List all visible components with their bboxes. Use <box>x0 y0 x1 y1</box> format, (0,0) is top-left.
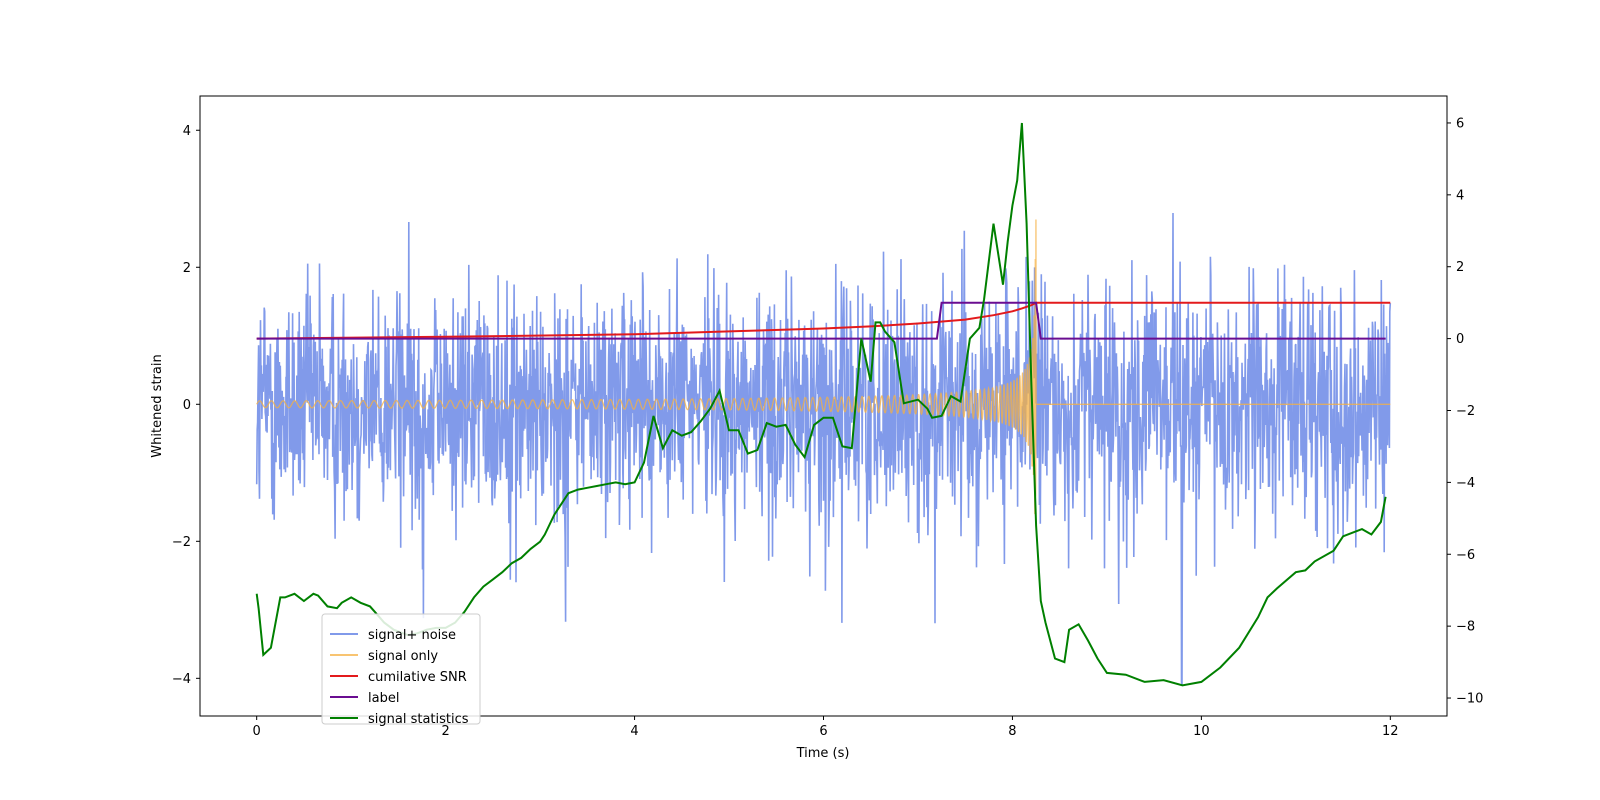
y2-tick-label: 4 <box>1456 188 1464 203</box>
y2-tick-label: 0 <box>1456 332 1464 347</box>
plot-area <box>255 122 1392 687</box>
x-axis-title: Time (s) <box>796 746 850 761</box>
y-tick-label: 0 <box>183 398 191 413</box>
x-tick-label: 0 <box>253 724 261 739</box>
signal-only-line <box>256 219 1391 515</box>
y2-tick-label: −2 <box>1456 404 1475 419</box>
series-signal-only <box>256 219 1391 515</box>
legend-label: cumilative SNR <box>368 670 467 685</box>
y2-tick-label: 6 <box>1456 116 1464 131</box>
legend: signal+ noise signal only cumilative SNR la… <box>321 613 481 727</box>
y-tick-label: 2 <box>183 261 191 276</box>
y2-tick-label: 2 <box>1456 260 1464 275</box>
legend-box <box>321 613 481 725</box>
legend-label: label <box>368 691 399 706</box>
y-axis-title: Whitened strain <box>150 354 165 457</box>
series-signal-noise <box>255 212 1392 686</box>
y-tick-label: 4 <box>183 124 191 139</box>
x-tick-label: 4 <box>630 724 638 739</box>
x-tick-label: 8 <box>1008 724 1016 739</box>
x-tick-label: 6 <box>819 724 827 739</box>
signal-noise-line <box>255 212 1392 686</box>
legend-label: signal only <box>368 649 438 664</box>
x-tick-label: 10 <box>1193 724 1210 739</box>
x-tick-label: 2 <box>441 724 449 739</box>
y-axis-left: −4 −2 0 2 4 <box>172 124 200 687</box>
y2-tick-label: −4 <box>1456 476 1475 491</box>
y2-tick-label: −8 <box>1456 620 1475 635</box>
y2-tick-label: −10 <box>1456 692 1483 707</box>
y-tick-label: −2 <box>172 535 191 550</box>
x-tick-label: 12 <box>1382 724 1399 739</box>
legend-label: signal statistics <box>368 712 469 727</box>
y2-tick-label: −6 <box>1456 548 1475 563</box>
legend-label: signal+ noise <box>368 628 456 643</box>
label-line <box>256 301 1386 340</box>
y-axis-right: −10 −8 −6 −4 −2 0 2 4 6 <box>1447 116 1483 707</box>
y-tick-label: −4 <box>172 672 191 687</box>
